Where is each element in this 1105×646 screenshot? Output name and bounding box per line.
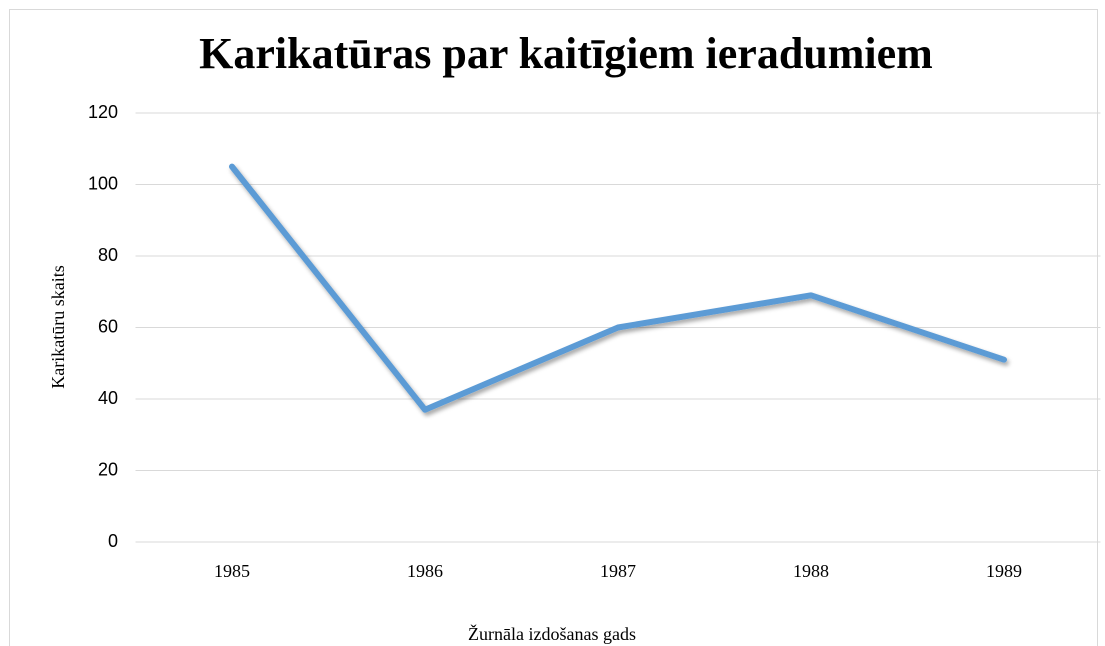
data-line — [229, 163, 1007, 413]
y-tick-label: 80 — [98, 245, 118, 265]
x-tick-label: 1987 — [600, 561, 636, 581]
y-tick-label: 20 — [98, 459, 118, 479]
x-tick-label: 1985 — [214, 561, 250, 581]
x-tick-label: 1989 — [986, 561, 1022, 581]
y-tick-label: 60 — [98, 316, 118, 336]
y-tick-label: 120 — [88, 102, 118, 122]
y-tick-label: 0 — [108, 531, 118, 551]
y-tick-label: 40 — [98, 388, 118, 408]
x-tick-label: 1986 — [407, 561, 443, 581]
y-axis-label: Karikatūru skaits — [48, 265, 68, 388]
x-axis-label: Žurnāla izdošanas gads — [468, 623, 636, 644]
x-tick-label: 1988 — [793, 561, 829, 581]
chart-title: Karikatūras par kaitīgiem ieradumiem — [199, 29, 933, 78]
y-tick-label: 100 — [88, 173, 118, 193]
